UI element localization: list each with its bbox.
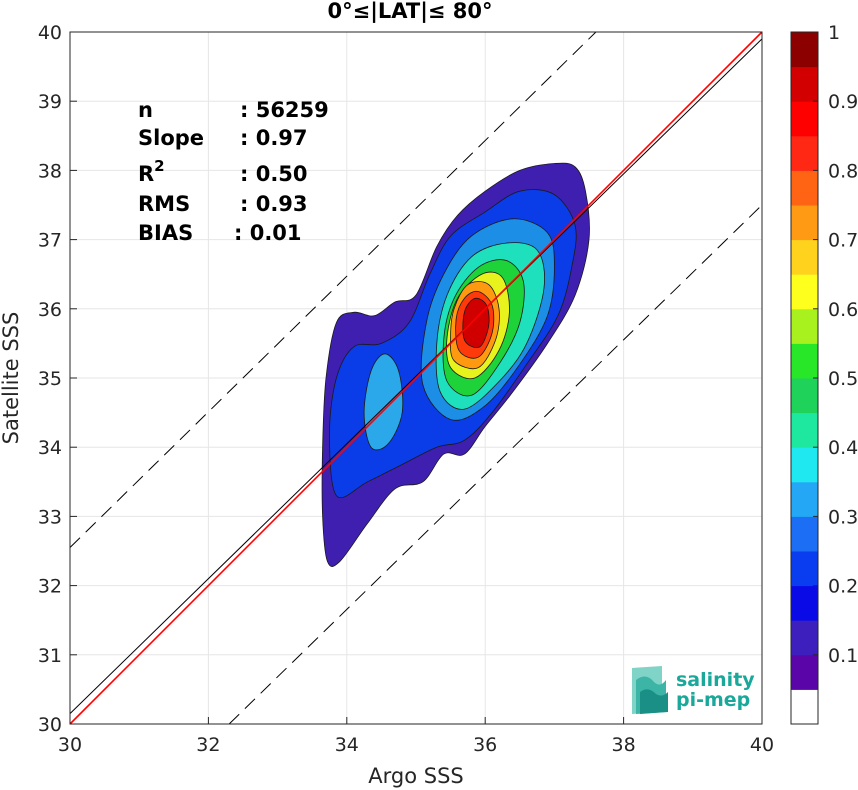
- stat-value: : 0.93: [240, 192, 308, 216]
- y-tick-label: 36: [38, 299, 62, 321]
- lower-bound-line: [228, 204, 763, 725]
- colorbar-swatch: [791, 32, 818, 68]
- colorbar-swatch: [791, 274, 818, 310]
- y-tick-label: 35: [38, 368, 62, 390]
- contour-level-0_3: [363, 353, 404, 451]
- colorbar-swatch: [791, 343, 818, 379]
- x-tick-label: 38: [612, 734, 636, 756]
- stat-value: : 56259: [240, 98, 329, 122]
- stat-label: BIAS: [138, 221, 193, 245]
- colorbar-tick-label: 1: [828, 22, 840, 44]
- stat-value: : 0.97: [240, 126, 308, 150]
- colorbar-swatch: [791, 135, 818, 171]
- y-tick-label: 37: [38, 230, 62, 252]
- y-tick-label: 38: [38, 160, 62, 182]
- colorbar-swatch: [791, 412, 818, 448]
- regression-lines: [69, 31, 763, 725]
- y-tick-label: 30: [38, 714, 62, 736]
- logo-waves-icon: [632, 666, 668, 714]
- colorbar-swatch: [791, 66, 818, 102]
- colorbar-tick-label: 0.6: [828, 299, 858, 321]
- colorbar-swatch: [791, 101, 818, 137]
- colorbar-tick-label: 0.2: [828, 576, 858, 598]
- identity-line: [69, 38, 763, 714]
- x-tick-label: 40: [750, 734, 774, 756]
- colorbar-tick-label: 0.4: [828, 437, 858, 459]
- colorbar-swatch: [791, 654, 818, 690]
- chart-title: 0°≤|LAT|≤ 80°: [327, 0, 492, 24]
- colorbar-tick-label: 0.3: [828, 506, 858, 528]
- colorbar-tick-label: 0.1: [828, 645, 858, 667]
- x-tick-label: 30: [58, 734, 82, 756]
- colorbar-swatch: [791, 551, 818, 587]
- x-axis-label: Argo SSS: [368, 764, 463, 788]
- colorbar-swatch: [791, 481, 818, 517]
- y-tick-label: 40: [38, 22, 62, 44]
- x-tick-label: 32: [196, 734, 220, 756]
- plot-area: 30 32 34 36 38 40 30 31 32 33 34 35 36 37 38 39 40: [38, 22, 774, 756]
- colorbar-swatch: [791, 170, 818, 206]
- colorbar-tick-label: 0.7: [828, 230, 858, 252]
- fit-line: [69, 31, 763, 725]
- colorbar-swatch: [791, 205, 818, 241]
- y-tick-label: 32: [38, 576, 62, 598]
- colorbar-swatch: [791, 585, 818, 621]
- stat-label: n: [138, 98, 153, 122]
- colorbar-tick-label: 0.5: [828, 368, 858, 390]
- colorbar-swatch: [791, 620, 818, 656]
- colorbar-swatch: [791, 308, 818, 344]
- colorbar-swatch: [791, 516, 818, 552]
- y-tick-label: 34: [38, 437, 62, 459]
- logo-line1: salinity: [676, 669, 755, 691]
- colorbar: 0.1 0.2 0.3 0.4 0.5 0.6 0.7 0.8 0.9 1: [790, 22, 858, 725]
- x-tick-label: 36: [473, 734, 497, 756]
- y-tick-label: 33: [38, 506, 62, 528]
- y-tick-label: 39: [38, 91, 62, 113]
- colorbar-swatch: [791, 239, 818, 275]
- stat-value: : 0.01: [234, 221, 302, 245]
- stat-value: : 0.50: [240, 162, 308, 186]
- upper-bound-line: [69, 31, 597, 548]
- y-tick-label: 31: [38, 645, 62, 667]
- x-tick-label: 34: [335, 734, 359, 756]
- logo: salinity pi-mep: [632, 666, 755, 714]
- density-contours: [321, 162, 590, 567]
- stat-label: RMS: [138, 192, 190, 216]
- y-axis-label: Satellite SSS: [0, 312, 23, 445]
- colorbar-swatch: [791, 378, 818, 414]
- logo-line2: pi-mep: [676, 689, 750, 711]
- colorbar-tick-label: 0.9: [828, 91, 858, 113]
- colorbar-swatch: [791, 447, 818, 483]
- colorbar-swatch: [791, 689, 818, 725]
- y-axis-ticks: 30 31 32 33 34 35 36 37 38 39 40: [38, 22, 77, 736]
- stat-label: Slope: [138, 126, 204, 150]
- colorbar-tick-label: 0.8: [828, 160, 858, 182]
- x-axis-ticks: 30 32 34 36 38 40: [58, 717, 774, 756]
